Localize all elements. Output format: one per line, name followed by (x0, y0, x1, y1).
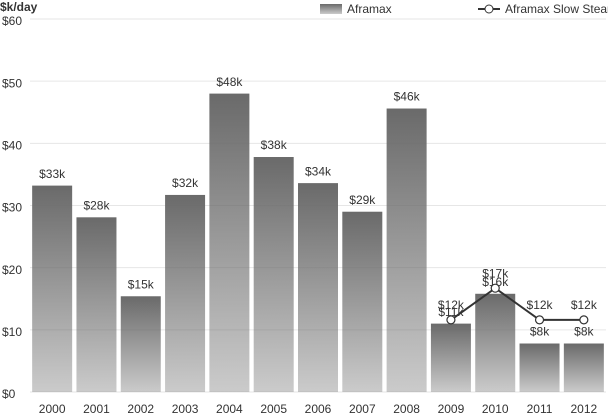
bar (430, 323, 471, 392)
line (450, 286, 584, 321)
x-tick-label: 2009 (438, 402, 465, 416)
y-tick-label: $30 (2, 201, 22, 215)
x-tick-label: 2003 (172, 402, 199, 416)
data-label: $46k (394, 90, 421, 104)
legend-swatch (320, 4, 342, 14)
data-label: $8k (530, 325, 550, 339)
line-marker (534, 315, 545, 325)
bar (386, 108, 427, 393)
bar (209, 93, 250, 392)
x-tick-label: 2012 (570, 402, 597, 416)
legend-label: Aframax (347, 2, 392, 16)
x-tick-label: 2011 (527, 402, 553, 416)
x-tick-label: 2006 (305, 402, 332, 416)
bar (76, 217, 117, 392)
bar (563, 343, 604, 392)
bar (120, 296, 161, 392)
line-marker (490, 283, 500, 293)
data-label: $12k (571, 298, 598, 312)
legend-label: Aframax Slow Steaming (505, 2, 608, 16)
data-label: $34k (305, 164, 332, 178)
y-tick-label: $10 (2, 325, 22, 339)
bar (298, 183, 338, 392)
x-tick-label: 2001 (83, 402, 110, 416)
bar (342, 211, 383, 392)
y-tick-label: $0 (2, 387, 16, 401)
x-tick-label: 2000 (39, 402, 66, 416)
y-tick-label: $60 (2, 14, 22, 28)
line-marker (579, 315, 589, 325)
data-label: $15k (128, 277, 155, 291)
y-tick-label: $20 (2, 263, 22, 277)
x-tick-label: 2010 (482, 402, 509, 416)
y-tick-label: $50 (2, 76, 22, 90)
bar (475, 293, 516, 392)
x-tick-label: 2004 (216, 402, 243, 416)
data-label: $8k (574, 325, 594, 339)
data-label: $28k (83, 198, 110, 212)
data-label: $48k (216, 75, 243, 89)
bar (253, 157, 294, 392)
data-label: $12k (438, 298, 465, 312)
data-label: $29k (349, 193, 376, 207)
x-tick-label: 2008 (393, 402, 420, 416)
x-tick-label: 2002 (127, 402, 154, 416)
bar (32, 185, 73, 392)
y-tick-label: $40 (2, 139, 22, 153)
y-axis-label: $k/day (0, 0, 38, 14)
bar (519, 343, 560, 392)
data-label: $17k (482, 266, 509, 280)
line-marker (446, 315, 456, 325)
data-label: $16k (482, 275, 509, 289)
x-tick-label: 2007 (349, 402, 376, 416)
data-label: $33k (39, 167, 66, 181)
data-label: $12k (527, 298, 554, 312)
legend-marker (484, 4, 494, 14)
bar (165, 194, 206, 392)
x-tick-label: 2005 (260, 402, 287, 416)
data-label: $32k (172, 176, 199, 190)
data-label: $38k (261, 138, 288, 152)
